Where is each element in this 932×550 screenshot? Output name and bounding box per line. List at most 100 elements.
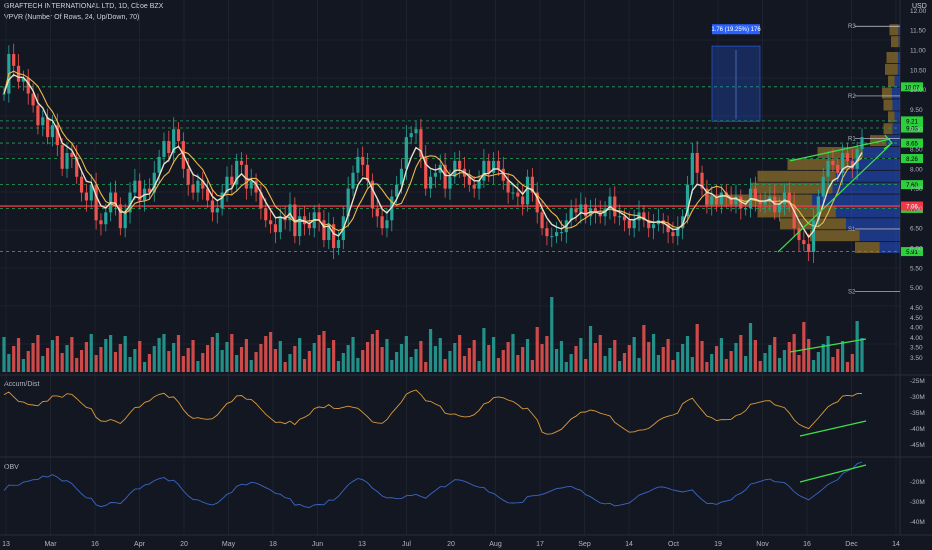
x-tick-label: May (222, 541, 236, 548)
candle-body (26, 77, 30, 94)
volume-bar (729, 351, 733, 372)
candle-body (60, 145, 64, 169)
candle-body (651, 224, 656, 229)
candle-body (220, 192, 224, 209)
level-price-label: 7.60 (906, 183, 918, 189)
candle-body (671, 232, 675, 237)
candle-body (642, 212, 646, 221)
candle-body (210, 200, 215, 213)
volume-bar (642, 325, 646, 372)
candle-body (632, 220, 636, 229)
volume-bar (162, 334, 166, 372)
volume-bar (16, 338, 21, 372)
volume-bar (332, 340, 336, 372)
obv-line (3, 461, 863, 508)
volume-bar (841, 341, 845, 372)
candle-body (753, 188, 757, 201)
volume-bar (467, 348, 471, 372)
candle-body (235, 160, 239, 185)
volume-bar (104, 339, 108, 372)
x-tick-label: Apr (134, 541, 146, 548)
candle-body (94, 184, 98, 221)
vpvr-down-bar (886, 51, 898, 63)
candle-body (831, 160, 835, 165)
price-tick-label: 11.50 (910, 28, 926, 35)
vpvr-up-bar (835, 206, 900, 218)
candle-body (346, 188, 350, 217)
volume-bar (157, 338, 161, 372)
vpvr-up-bar (898, 24, 900, 36)
candle-body (768, 196, 772, 201)
volume-bar (399, 344, 404, 372)
candle-body (530, 176, 534, 193)
candle-body (162, 141, 166, 157)
candle-body (302, 216, 307, 225)
candle-body (36, 105, 40, 126)
volume-bar (89, 334, 93, 372)
candle-body (138, 180, 142, 201)
volume-bar (831, 357, 835, 372)
volume-bar (603, 356, 607, 372)
accum-tick-label: -30M (910, 394, 925, 401)
candle-body (215, 208, 219, 213)
volume-bar (797, 355, 801, 372)
candle-body (477, 180, 481, 189)
volume-bar (579, 338, 583, 372)
candle-body (516, 192, 520, 197)
volume-bar (666, 339, 670, 372)
volume-bar (142, 362, 147, 372)
candle-body (99, 220, 103, 225)
price-tick-label: 5.00 (910, 285, 923, 292)
volume-bar (133, 349, 137, 372)
volume-bar (317, 335, 321, 372)
candle-body (317, 212, 321, 221)
volume-bar (254, 352, 258, 372)
candle-body (157, 156, 161, 173)
candle-body (428, 176, 433, 189)
volume-bar (123, 336, 127, 372)
volume-bar (777, 358, 782, 372)
volume-bar (453, 343, 457, 372)
volume-bar (312, 343, 316, 372)
obv-trend-line (799, 464, 867, 483)
candle-body (230, 176, 234, 185)
candle-body (535, 192, 539, 213)
volume-bar (84, 342, 89, 372)
volume-bar (792, 334, 796, 372)
volume-bar (661, 347, 665, 372)
candle-body (719, 192, 724, 205)
pivot-label: R2 (848, 94, 856, 100)
candle-body (521, 196, 525, 205)
volume-bar (550, 297, 554, 372)
price-tick-label: 4.50 (910, 305, 923, 312)
volume-bar (138, 341, 142, 372)
volume-bar (176, 335, 181, 372)
level-price-tag (901, 123, 923, 133)
price-tick-label: 6.50 (910, 226, 923, 233)
volume-bar (235, 355, 239, 372)
vpvr-down-bar (891, 36, 899, 48)
candle-body (681, 216, 685, 229)
candle-body (482, 160, 486, 181)
accum-tick-label: -35M (910, 410, 925, 417)
volume-bar (773, 337, 777, 372)
x-tick-label: 16 (91, 541, 99, 548)
volume-bar (462, 356, 467, 372)
candle-body (133, 180, 137, 193)
volume-bar (850, 354, 854, 372)
volume-bar (404, 336, 408, 372)
measure-label-bg (712, 24, 760, 35)
volume-bar (50, 340, 55, 372)
volume-bar (588, 326, 593, 372)
trend-line (777, 144, 891, 253)
level-price-tag (901, 116, 923, 126)
volume-bar (118, 344, 122, 372)
volume-bar (380, 347, 384, 372)
volume-bar (758, 361, 762, 372)
volume-bar (768, 345, 772, 372)
level-price-tag (901, 82, 923, 92)
candle-body (676, 228, 680, 237)
vpvr-down-bar (810, 230, 860, 242)
candle-body (506, 180, 510, 193)
